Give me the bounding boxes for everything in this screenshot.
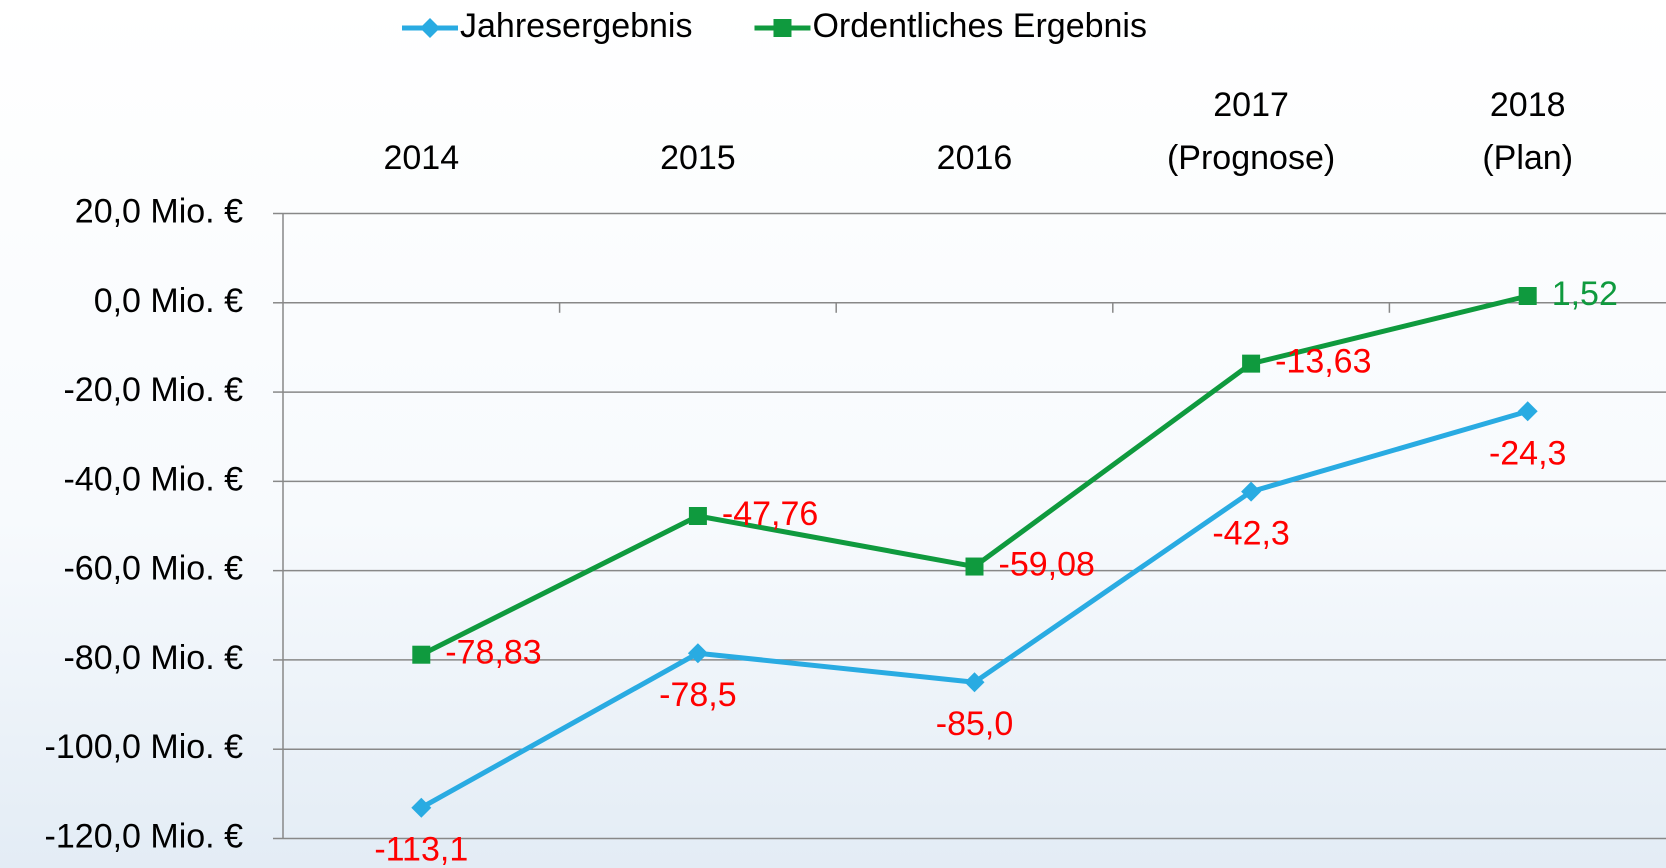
point-marker (1517, 401, 1538, 422)
data-label: -24,3 (1489, 434, 1567, 472)
y-tick-label: -80,0 Mio. € (63, 639, 243, 677)
point-marker (965, 557, 984, 576)
legend-label: Jahresergebnis (460, 7, 692, 45)
data-label: -59,08 (999, 546, 1095, 584)
y-tick-label: 20,0 Mio. € (75, 192, 243, 230)
y-tick-label: -20,0 Mio. € (63, 371, 243, 409)
point-marker (1518, 287, 1537, 305)
data-label: -42,3 (1212, 515, 1290, 553)
data-label: -78,83 (445, 634, 541, 672)
data-label: -113,1 (374, 831, 468, 868)
y-tick-label: -40,0 Mio. € (63, 460, 243, 498)
data-label: -78,5 (659, 676, 737, 714)
x-tick-label: 2017 (Prognose) (1167, 86, 1335, 177)
y-tick-label: -120,0 Mio. € (45, 817, 244, 855)
series-line (420, 408, 1529, 810)
legend-marker (420, 18, 440, 38)
x-tick-label: 2015 (660, 139, 736, 177)
point-marker (1241, 481, 1262, 502)
x-tick-label: 2018 (Plan) (1482, 86, 1573, 177)
x-tick-label: 2016 (937, 139, 1013, 177)
point-marker (1242, 354, 1261, 373)
y-tick-label: -100,0 Mio. € (45, 728, 244, 766)
point-marker (412, 645, 431, 664)
point-marker (687, 643, 708, 664)
x-tick-label: 2014 (383, 139, 459, 177)
data-label: -85,0 (936, 705, 1014, 743)
data-label: -47,76 (722, 495, 818, 533)
y-tick-label: 0,0 Mio. € (94, 282, 243, 320)
point-marker (411, 797, 432, 818)
y-tick-label: -60,0 Mio. € (63, 550, 243, 588)
legend-marker (773, 19, 792, 37)
point-marker (688, 507, 707, 525)
data-label: -13,63 (1275, 343, 1371, 381)
data-label: 1,52 (1552, 275, 1618, 313)
legend-label: Ordentliches Ergebnis (812, 7, 1147, 45)
point-marker (964, 672, 985, 693)
